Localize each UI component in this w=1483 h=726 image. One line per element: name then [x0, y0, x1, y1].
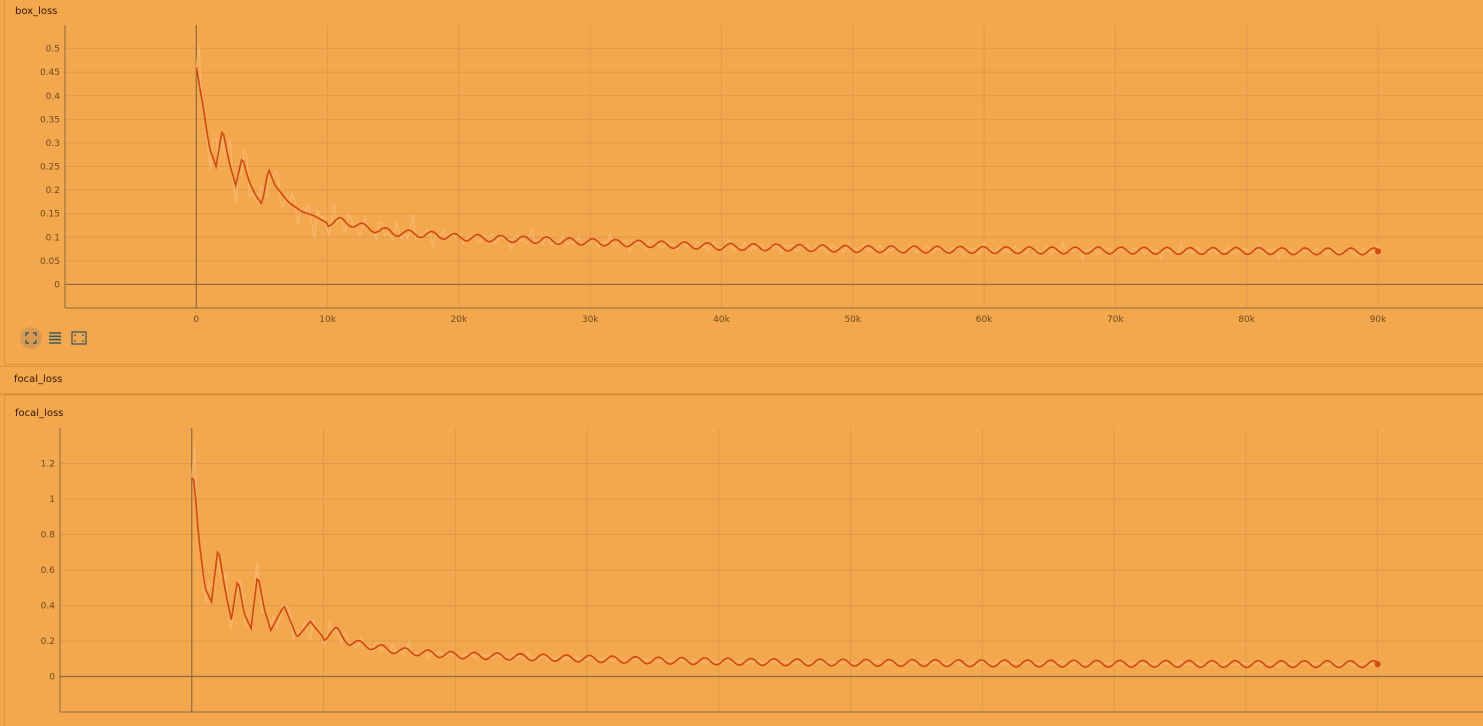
section-header-focal-loss[interactable]: focal_loss: [0, 366, 1483, 394]
y-tick-label: 1: [49, 495, 55, 505]
y-tick-label: 0: [54, 280, 60, 290]
y-tick-label: 0.5: [46, 45, 60, 55]
fullscreen-button[interactable]: [20, 327, 42, 349]
y-tick-label: 0.3: [46, 139, 60, 149]
y-tick-label: 0.4: [46, 92, 61, 102]
x-tick-label: 80k: [1238, 315, 1255, 325]
x-tick-label: 10k: [319, 315, 336, 325]
fullscreen-icon: [25, 332, 37, 344]
y-tick-label: 1.2: [41, 460, 55, 470]
fit-domain-icon: [71, 331, 87, 345]
y-tick-label: 0.4: [41, 602, 56, 612]
y-tick-label: 0.8: [41, 531, 56, 541]
fit-domain-button[interactable]: [68, 327, 90, 349]
data-table-icon: [49, 332, 61, 344]
x-tick-label: 30k: [582, 315, 599, 325]
y-tick-label: 0.25: [40, 163, 60, 173]
x-tick-label: 0: [193, 315, 199, 325]
chart-title-box-loss: box_loss: [15, 6, 58, 17]
x-tick-label: 20k: [451, 315, 468, 325]
raw-series-line: [195, 45, 1379, 261]
x-tick-label: 60k: [976, 315, 993, 325]
y-tick-label: 0.2: [41, 637, 55, 647]
y-tick-label: 0.45: [40, 68, 60, 78]
series-line: [191, 477, 1379, 669]
box-loss-chart: 0 0.05 0.1 0.15 0.2 0.25 0.3 0.35 0.4 0.45 0.5 0 10k…: [40, 25, 1483, 325]
series-line: [195, 67, 1379, 256]
y-tick-label: 0: [49, 673, 55, 683]
x-tick-label: 90k: [1370, 315, 1387, 325]
section-title: focal_loss: [14, 374, 63, 385]
y-tick-label: 0.6: [41, 566, 56, 576]
x-tick-label: 40k: [713, 315, 730, 325]
focal-loss-card: [4, 394, 1483, 726]
last-point-marker: [1374, 661, 1381, 668]
x-tick-label: 70k: [1107, 315, 1124, 325]
y-tick-label: 0.1: [46, 233, 60, 243]
raw-series-line: [191, 447, 1379, 668]
chart-title-focal-loss: focal_loss: [15, 408, 64, 419]
x-tick-label: 50k: [844, 315, 861, 325]
y-tick-label: 0.35: [40, 115, 60, 125]
focal-loss-chart: 0 0.2 0.4 0.6 0.8 1 1.2: [41, 428, 1483, 713]
y-tick-label: 0.2: [46, 186, 60, 196]
last-point-marker: [1374, 248, 1381, 255]
y-tick-label: 0.15: [40, 210, 60, 220]
data-table-button[interactable]: [44, 327, 66, 349]
y-tick-label: 0.05: [40, 257, 60, 267]
